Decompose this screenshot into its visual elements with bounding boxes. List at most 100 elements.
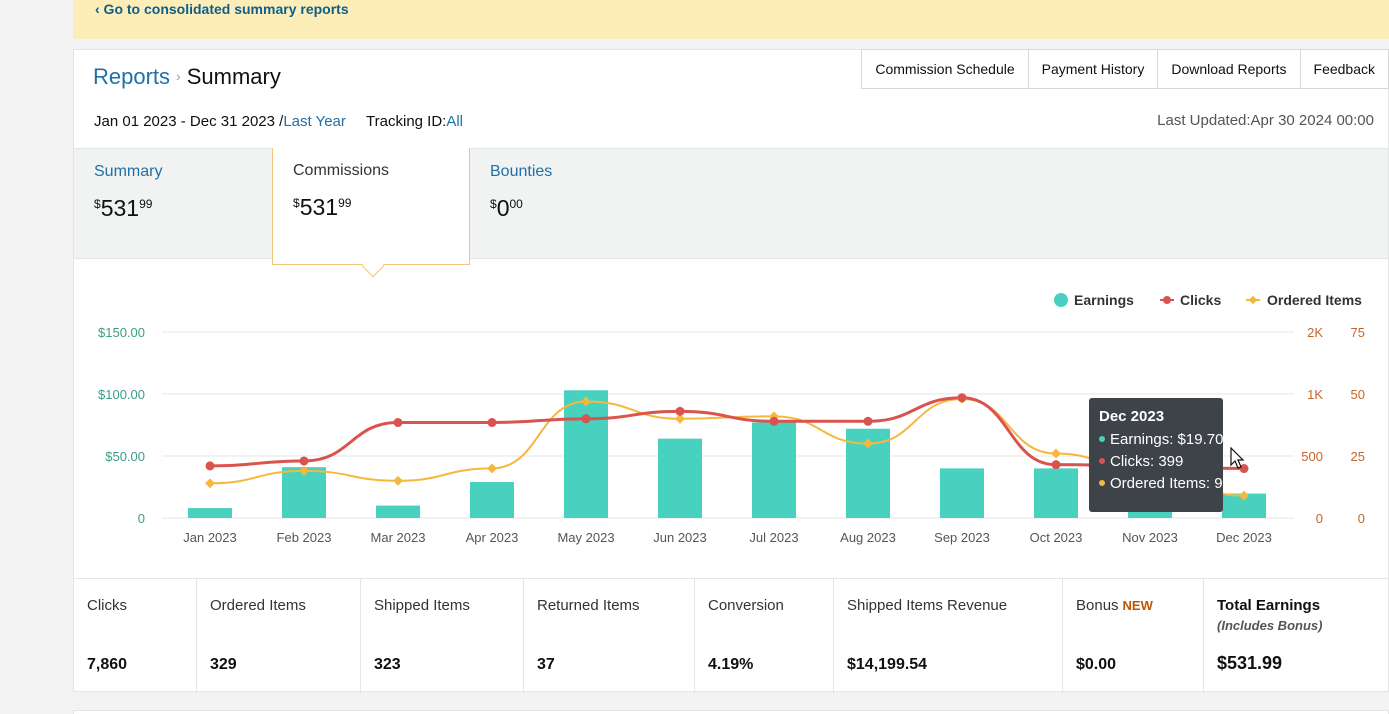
- clicks-point: [769, 416, 779, 426]
- ordered-items-point: [393, 475, 403, 486]
- stat-conversion: Conversion 4.19%: [695, 579, 834, 693]
- earnings-dot-icon: [1099, 436, 1105, 442]
- tooltip-earnings-text: Earnings: $19.70: [1110, 431, 1224, 448]
- earnings-bar: [1034, 468, 1078, 518]
- tab-summary[interactable]: Summary $53199: [74, 149, 272, 267]
- tooltip-title: Dec 2023: [1099, 408, 1165, 425]
- chevron-right-icon: ›: [176, 68, 181, 84]
- stat-value: 7,860: [87, 656, 128, 673]
- stat-bonus: Bonus NEW $0.00: [1063, 579, 1204, 693]
- ordered-items-point: [1051, 448, 1061, 459]
- stat-value: 4.19%: [708, 656, 754, 673]
- stat-label: Shipped Items: [374, 597, 470, 614]
- earnings-bar: [564, 390, 608, 518]
- stat-label: Clicks: [87, 597, 127, 614]
- tracking-id-label: Tracking ID:: [366, 113, 447, 130]
- mouse-cursor-icon: [1230, 447, 1245, 469]
- tab-bounties[interactable]: Bounties $000: [470, 149, 668, 267]
- y-right1-tick-label: 0: [1316, 511, 1323, 526]
- ordered-items-point: [675, 413, 685, 424]
- active-tab-pointer: [361, 254, 385, 278]
- x-tick-label: Aug 2023: [840, 530, 896, 545]
- page-title: Summary: [186, 64, 281, 89]
- x-tick-label: Feb 2023: [277, 530, 332, 545]
- y-right2-tick-label: 75: [1351, 325, 1365, 340]
- last-updated-text: Last Updated:Apr 30 2024 00:00: [1157, 112, 1374, 129]
- tooltip-clicks-text: Clicks: 399: [1110, 453, 1184, 470]
- y-left-tick-label: $100.00: [98, 387, 145, 402]
- consolidated-banner: ‹ Go to consolidated summary reports: [73, 0, 1389, 39]
- breadcrumb: Reports › Summary: [93, 64, 281, 90]
- consolidated-reports-link[interactable]: ‹ Go to consolidated summary reports: [95, 1, 349, 17]
- tab-commissions[interactable]: Commissions $53199: [272, 148, 470, 278]
- ordered-items-point: [205, 478, 215, 489]
- ordered-legend-icon: [1248, 295, 1258, 305]
- stat-label: Ordered Items: [210, 597, 306, 614]
- y-right1-tick-label: 2K: [1307, 325, 1323, 340]
- breadcrumb-reports-link[interactable]: Reports: [93, 64, 171, 89]
- report-card: Reports › Summary Commission Schedule Paym…: [73, 49, 1389, 693]
- x-tick-label: Sep 2023: [934, 530, 990, 545]
- y-left-tick-label: 0: [138, 511, 145, 526]
- y-right2-tick-label: 0: [1358, 511, 1365, 526]
- x-tick-label: Jan 2023: [183, 530, 237, 545]
- new-badge: NEW: [1122, 598, 1153, 613]
- ordered-dot-icon: [1099, 480, 1105, 486]
- tab-bounties-label: Bounties: [490, 163, 553, 180]
- x-tick-label: May 2023: [557, 530, 614, 545]
- currency-symbol: $: [293, 196, 300, 210]
- x-tick-label: Apr 2023: [466, 530, 519, 545]
- download-reports-button[interactable]: Download Reports: [1158, 49, 1301, 89]
- earnings-bar: [376, 505, 420, 518]
- stat-value: $0.00: [1076, 656, 1117, 673]
- commission-schedule-button[interactable]: Commission Schedule: [861, 49, 1029, 89]
- earnings-chart[interactable]: $150.00 2K 75$100.00 1K 50$50.00 500 250 0 0Jan …: [74, 282, 1388, 578]
- payment-history-button[interactable]: Payment History: [1028, 49, 1159, 89]
- date-preset-link[interactable]: Last Year: [283, 113, 346, 130]
- amount-cents: 99: [338, 196, 352, 210]
- stat-value: 323: [374, 656, 401, 673]
- clicks-point: [581, 414, 591, 424]
- clicks-point: [1239, 464, 1249, 474]
- tracking-id-link[interactable]: All: [446, 113, 464, 130]
- tooltip-clicks: Clicks: 399: [1099, 453, 1213, 470]
- y-right1-tick-label: 500: [1301, 449, 1323, 464]
- stat-sublabel: (Includes Bonus): [1217, 618, 1323, 633]
- stat-label: Conversion: [708, 597, 784, 614]
- stat-label-text: Bonus: [1076, 597, 1119, 614]
- clicks-point: [957, 393, 967, 403]
- tab-summary-amount: $53199: [94, 195, 252, 222]
- tab-commissions-amount: $53199: [293, 194, 449, 221]
- next-section: [73, 710, 1389, 714]
- date-range-row: Jan 01 2023 - Dec 31 2023 /Last Year Tra…: [94, 113, 463, 130]
- clicks-point: [299, 456, 309, 466]
- tooltip-ordered-text: Ordered Items: 9: [1110, 475, 1223, 492]
- ordered-items-point: [1239, 490, 1249, 501]
- clicks-point: [863, 416, 873, 426]
- date-range-text: Jan 01 2023 - Dec 31 2023 /: [94, 113, 284, 130]
- x-tick-label: Nov 2023: [1122, 530, 1178, 545]
- stat-shipped-items: Shipped Items 323: [361, 579, 524, 693]
- ordered-items-point: [863, 438, 873, 449]
- clicks-point: [675, 406, 685, 416]
- amount-whole: 0: [496, 195, 510, 221]
- stat-value: $531.99: [1217, 653, 1283, 673]
- legend-ordered-items: Ordered Items: [1267, 292, 1362, 308]
- feedback-button[interactable]: Feedback: [1300, 49, 1389, 89]
- clicks-legend-icon: [1163, 296, 1171, 304]
- report-tabs: Summary $53199 Commissions $53199 Bounti…: [74, 148, 1388, 278]
- earnings-bar: [470, 482, 514, 518]
- clicks-dot-icon: [1099, 458, 1105, 464]
- legend-earnings: Earnings: [1074, 292, 1134, 308]
- ordered-items-point: [581, 396, 591, 407]
- clicks-point: [205, 461, 215, 471]
- stat-clicks: Clicks 7,860: [74, 579, 197, 693]
- x-tick-label: Jun 2023: [653, 530, 707, 545]
- earnings-bar: [940, 468, 984, 518]
- clicks-point: [1051, 460, 1061, 470]
- earnings-bar: [752, 422, 796, 518]
- y-right2-tick-label: 50: [1351, 387, 1365, 402]
- stat-label: Total Earnings: [1217, 597, 1321, 614]
- x-tick-label: Oct 2023: [1030, 530, 1083, 545]
- ordered-items-point: [487, 463, 497, 474]
